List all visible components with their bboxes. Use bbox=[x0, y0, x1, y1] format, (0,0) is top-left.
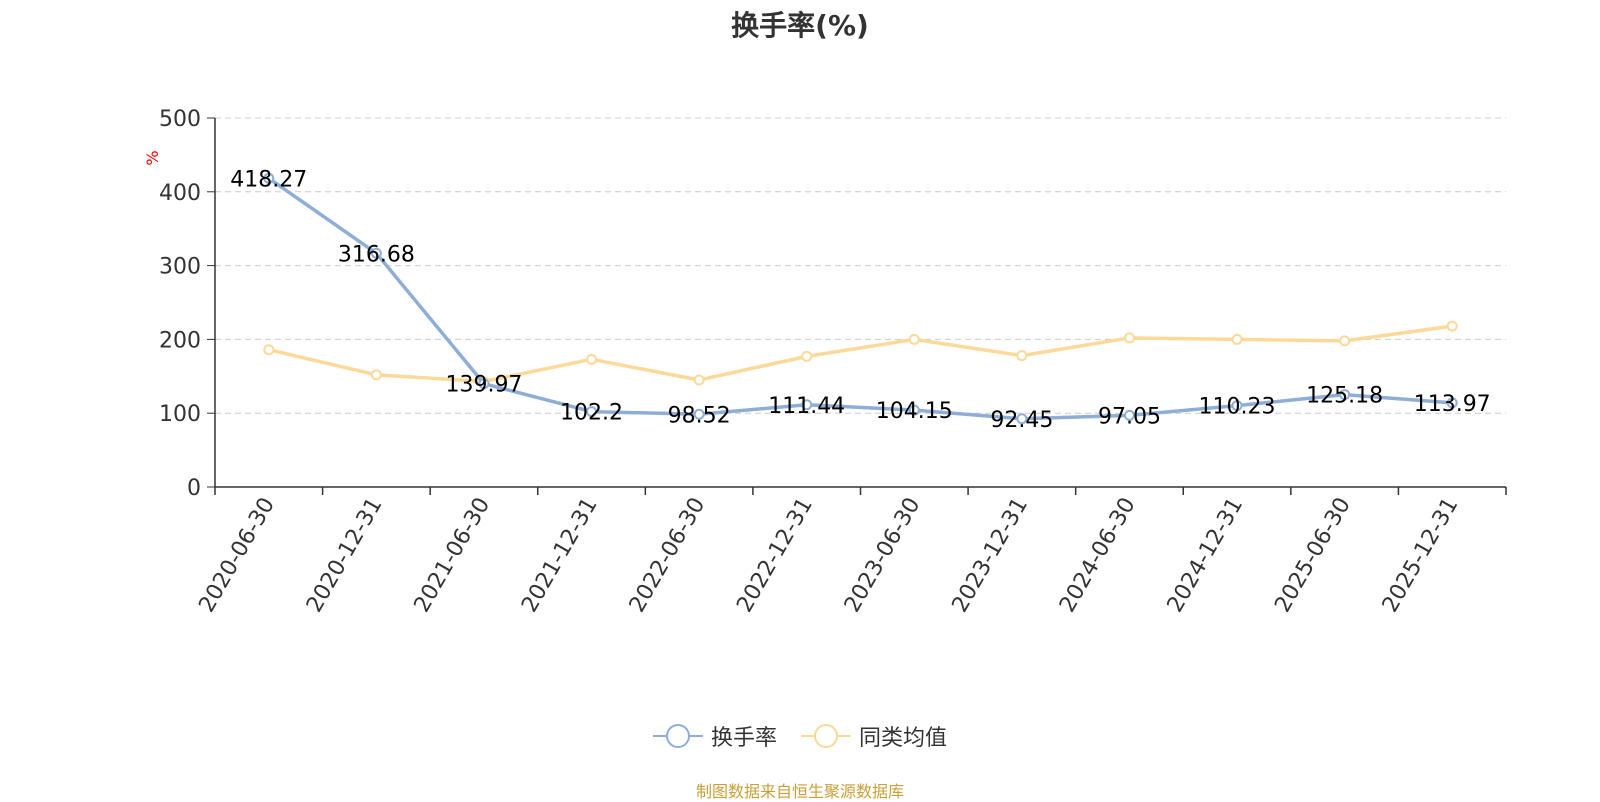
data-label: 97.05 bbox=[1098, 404, 1161, 429]
series-line-peer-average bbox=[268, 324, 1453, 384]
legend-marker-turnover-icon bbox=[652, 722, 703, 750]
data-point-peer-average bbox=[263, 344, 275, 356]
x-tick-label: 2022-06-30 bbox=[625, 494, 711, 617]
legend-label-peer-average: 同类均值 bbox=[859, 726, 948, 751]
data-label: 111.44 bbox=[768, 394, 845, 419]
data-point-turnover bbox=[370, 247, 382, 259]
y-tick-label: 500 bbox=[159, 107, 201, 132]
data-point-peer-average bbox=[370, 369, 382, 381]
data-point-turnover bbox=[801, 399, 813, 411]
y-tick-label: 100 bbox=[159, 402, 201, 427]
x-tick-label: 2021-06-30 bbox=[410, 494, 496, 617]
data-label: 139.97 bbox=[445, 373, 522, 398]
x-tick-label: 2020-12-31 bbox=[302, 494, 388, 617]
data-point-peer-average bbox=[1231, 333, 1243, 345]
x-tick-label: 2025-12-31 bbox=[1378, 494, 1464, 617]
data-point-peer-average bbox=[693, 374, 705, 386]
data-point-peer-average bbox=[1016, 350, 1028, 362]
x-tick-label: 2021-12-31 bbox=[517, 494, 603, 617]
data-point-turnover bbox=[1446, 397, 1458, 409]
data-label: 110.23 bbox=[1199, 395, 1276, 420]
chart-title: 换手率(%) bbox=[731, 9, 869, 42]
y-tick-label: 300 bbox=[159, 255, 201, 280]
data-point-turnover bbox=[478, 378, 490, 390]
source-note: 制图数据来自恒生聚源数据库 bbox=[695, 782, 904, 801]
data-label: 418.27 bbox=[230, 167, 307, 192]
x-tick-label: 2024-12-31 bbox=[1163, 494, 1249, 617]
x-tick-label: 2023-06-30 bbox=[840, 494, 926, 617]
data-label: 102.2 bbox=[560, 401, 623, 426]
x-tick-label: 2023-12-31 bbox=[947, 494, 1033, 617]
y-tick-label: 400 bbox=[159, 181, 201, 206]
legend-label-turnover: 换手率 bbox=[710, 726, 777, 751]
data-point-turnover bbox=[693, 408, 705, 420]
legend-item-peer-average[interactable]: 同类均值 bbox=[801, 720, 947, 752]
data-point-peer-average bbox=[1123, 332, 1135, 344]
series-line-turnover bbox=[267, 176, 1453, 421]
y-tick-label: 0 bbox=[187, 476, 201, 501]
y-tick-label: 200 bbox=[159, 328, 201, 353]
data-label: 125.18 bbox=[1306, 384, 1383, 409]
data-point-turnover bbox=[586, 406, 598, 418]
data-point-turnover bbox=[1231, 400, 1243, 412]
data-point-peer-average bbox=[801, 350, 813, 362]
data-point-peer-average bbox=[1446, 320, 1458, 332]
x-tick-label: 2020-06-30 bbox=[194, 494, 280, 617]
data-point-turnover bbox=[1016, 413, 1028, 425]
data-point-peer-average bbox=[908, 333, 920, 345]
data-label: 98.52 bbox=[668, 403, 731, 428]
data-label: 113.97 bbox=[1414, 392, 1491, 417]
legend-marker-peer-average-icon bbox=[801, 722, 851, 750]
data-point-turnover bbox=[1123, 409, 1135, 421]
data-point-turnover bbox=[1339, 389, 1351, 401]
data-label: 316.68 bbox=[338, 242, 415, 267]
data-point-peer-average bbox=[1339, 335, 1351, 347]
x-tick-label: 2025-06-30 bbox=[1270, 494, 1356, 617]
legend-item-turnover[interactable]: 换手率 bbox=[652, 720, 777, 752]
data-label: 104.15 bbox=[876, 399, 953, 424]
x-tick-label: 2022-12-31 bbox=[732, 494, 818, 617]
x-tick-label: 2024-06-30 bbox=[1055, 494, 1141, 617]
data-point-turnover bbox=[263, 172, 275, 184]
legend: 换手率 同类均值 bbox=[0, 720, 1600, 752]
data-label: 92.45 bbox=[990, 408, 1053, 433]
y-axis-label: % bbox=[143, 150, 162, 165]
data-point-turnover bbox=[908, 404, 920, 416]
data-point-peer-average bbox=[586, 353, 598, 365]
